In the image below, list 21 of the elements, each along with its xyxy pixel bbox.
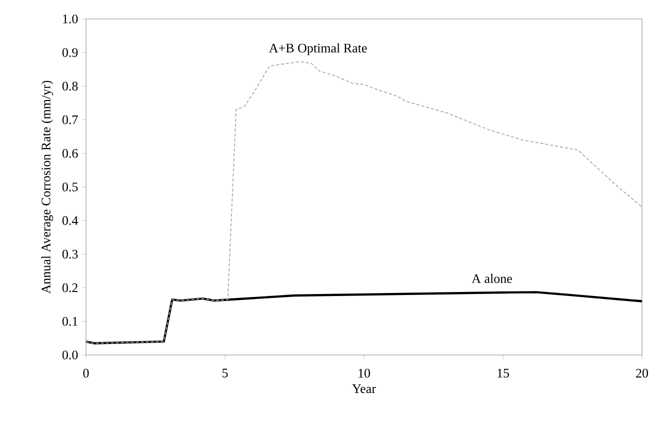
y-tick-label: 0.4: [62, 216, 78, 226]
y-tick-label: 0.8: [62, 82, 78, 91]
x-tick-label: 0: [83, 368, 89, 378]
y-tick-label: 0.6: [62, 148, 78, 158]
y-tick-label: 0.2: [62, 283, 78, 292]
y-tick-label: 0.1: [62, 316, 78, 326]
y-tick-label: 0.9: [62, 48, 78, 58]
y-tick-label: 0.0: [62, 350, 78, 360]
x-tick-label: 10: [358, 368, 370, 378]
y-tick-label: 1.0: [63, 14, 78, 24]
y-axis-title: Annual Average Corrosion Rate (mm/yr): [41, 80, 54, 294]
y-tick-label: 0.5: [62, 182, 78, 192]
y-tick-label: 0.7: [62, 115, 78, 124]
series-label: A+B Optimal Rate: [269, 43, 367, 56]
y-tick-label: 0.3: [62, 250, 78, 259]
x-tick-label: 20: [636, 368, 648, 378]
series-label: A alone: [472, 274, 512, 283]
line-series: [86, 61, 642, 344]
x-tick-label: 5: [222, 368, 228, 378]
x-axis-title: Year: [352, 384, 376, 394]
x-tick-label: 15: [498, 368, 509, 378]
